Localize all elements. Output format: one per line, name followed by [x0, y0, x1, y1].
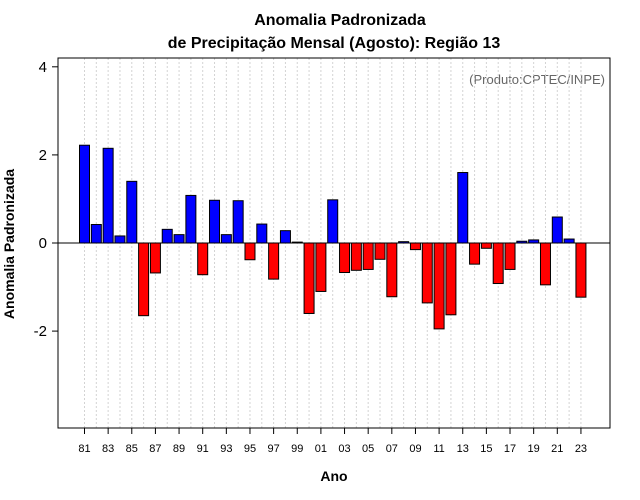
- x-tick-label: 83: [102, 443, 114, 455]
- x-tick-label: 95: [244, 443, 256, 455]
- bar-2011: [433, 242, 445, 330]
- x-tick-label: 99: [291, 443, 303, 455]
- bar-2014: [469, 242, 481, 265]
- bar-2007: [386, 242, 398, 298]
- x-tick-label: 97: [267, 443, 279, 455]
- bar-1985: [126, 180, 138, 244]
- bar-1991: [197, 242, 209, 276]
- bar-1987: [149, 242, 161, 274]
- x-tick-label: 87: [149, 443, 161, 455]
- y-tick-label: -2: [34, 323, 47, 340]
- x-tick-label: 81: [78, 443, 90, 455]
- x-tick-label: 07: [386, 443, 398, 455]
- x-tick-label: 13: [457, 443, 469, 455]
- source-credit: (Produto:CPTEC/INPE): [469, 72, 605, 87]
- bar-1996: [256, 223, 268, 244]
- bar-1995: [244, 242, 256, 261]
- x-tick-label: 17: [504, 443, 516, 455]
- bar-1986: [138, 242, 150, 317]
- x-tick-label: 85: [126, 443, 138, 455]
- bar-2006: [374, 242, 386, 260]
- bar-2009: [409, 242, 421, 251]
- x-tick-label: 09: [409, 443, 421, 455]
- x-tick-label: 93: [220, 443, 232, 455]
- bar-1997: [268, 242, 280, 280]
- x-axis-title: Ano: [320, 468, 347, 484]
- bar-1990: [185, 194, 197, 244]
- x-tick-label: 03: [338, 443, 350, 455]
- bar-1988: [161, 228, 173, 244]
- bar-2017: [504, 242, 516, 270]
- x-tick-label: 21: [551, 443, 563, 455]
- bar-2023: [575, 242, 587, 298]
- bar-2016: [492, 242, 504, 285]
- y-tick-label: 2: [39, 147, 47, 164]
- bar-2012: [445, 242, 457, 316]
- bar-1993: [220, 234, 232, 244]
- axes: -2 0 2 4 81 83 85 87 89 91 93 95 97 99 01 03 05 07 09 11 13 1…: [34, 57, 611, 455]
- bar-2001: [315, 242, 327, 292]
- bar-1984: [114, 235, 126, 244]
- bar-2002: [327, 199, 339, 244]
- x-tick-label: 23: [575, 443, 587, 455]
- x-tick-label: 19: [528, 443, 540, 455]
- y-tick-label: 0: [39, 235, 47, 252]
- y-axis-title: Anomalia Padronizada: [1, 169, 17, 319]
- bar-1983: [102, 147, 114, 244]
- bar-2000: [303, 242, 315, 314]
- bar-2015: [480, 242, 492, 249]
- bars: [79, 144, 587, 330]
- bar-2005: [362, 242, 374, 270]
- bar-2003: [339, 242, 351, 274]
- y-tick-label: 4: [39, 59, 47, 76]
- bar-1982: [90, 224, 102, 244]
- bar-2004: [350, 242, 362, 271]
- x-tick-label: 89: [173, 443, 185, 455]
- x-tick-label: 01: [315, 443, 327, 455]
- x-tick-label: 15: [480, 443, 492, 455]
- chart-title-line-2: de Precipitação Mensal (Agosto): Região …: [168, 35, 501, 52]
- x-tick-label: 91: [197, 443, 209, 455]
- x-tick-label: 05: [362, 443, 374, 455]
- bar-1981: [79, 144, 90, 244]
- bar-2020: [539, 242, 551, 286]
- bar-2013: [457, 172, 469, 244]
- x-tick-label: 11: [433, 443, 444, 455]
- bar-1994: [232, 200, 244, 244]
- bar-2022: [563, 238, 575, 244]
- chart-title-line-1: Anomalia Padronizada: [254, 12, 426, 29]
- bar-1998: [279, 230, 291, 244]
- bar-2021: [551, 216, 563, 244]
- bar-1989: [173, 234, 185, 244]
- bar-1992: [209, 199, 221, 244]
- bar-2010: [421, 242, 433, 304]
